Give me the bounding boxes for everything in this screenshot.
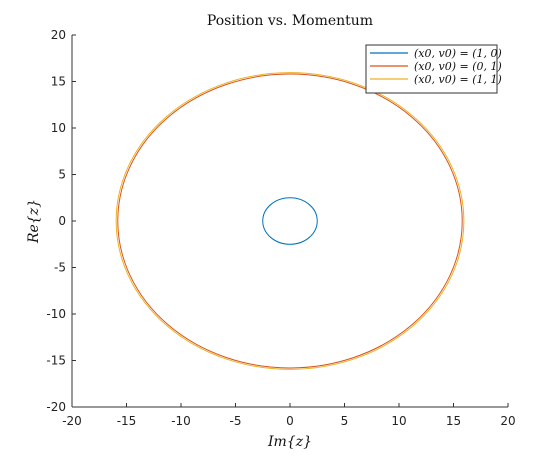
x-ticks: -20 -15 -10 -5 0 5 10 15 20 [62, 403, 516, 428]
y-tick-label: -5 [54, 261, 66, 275]
y-tick-label: -15 [46, 354, 66, 368]
x-tick-label: -10 [171, 414, 191, 428]
y-tick-label: 20 [51, 28, 66, 42]
x-tick-label: 0 [286, 414, 294, 428]
series-1-curve [262, 197, 318, 245]
legend: (x0, v0) = (1, 0)(x0, v0) = (0, 1)(x0, v… [365, 44, 502, 94]
legend-label-2: (x0, v0) = (0, 1) [414, 60, 502, 73]
y-axis-label: Re{z} [26, 199, 42, 244]
legend-label-3: (x0, v0) = (1, 1) [414, 73, 502, 86]
x-tick-label: 5 [341, 414, 349, 428]
y-ticks: 20 15 10 5 0 -5 -10 -15 -20 [46, 28, 76, 414]
y-tick-label: -10 [46, 307, 66, 321]
y-tick-label: 15 [51, 75, 66, 89]
x-tick-label: -20 [62, 414, 82, 428]
x-tick-label: -15 [117, 414, 137, 428]
y-tick-label: 10 [51, 121, 66, 135]
chart-title: Position vs. Momentum [207, 13, 373, 29]
x-axis-label: Im{z} [267, 434, 312, 450]
y-tick-label: 0 [58, 214, 66, 228]
x-tick-label: 20 [500, 414, 515, 428]
x-tick-label: -5 [230, 414, 242, 428]
plot-series [115, 72, 465, 370]
legend-label-1: (x0, v0) = (1, 0) [414, 47, 502, 60]
series-2-curve [117, 73, 463, 369]
y-tick-label: 5 [58, 168, 66, 182]
x-tick-label: 10 [391, 414, 406, 428]
x-tick-label: 15 [446, 414, 461, 428]
series-3-curve [115, 72, 465, 370]
y-tick-label: -20 [46, 400, 66, 414]
